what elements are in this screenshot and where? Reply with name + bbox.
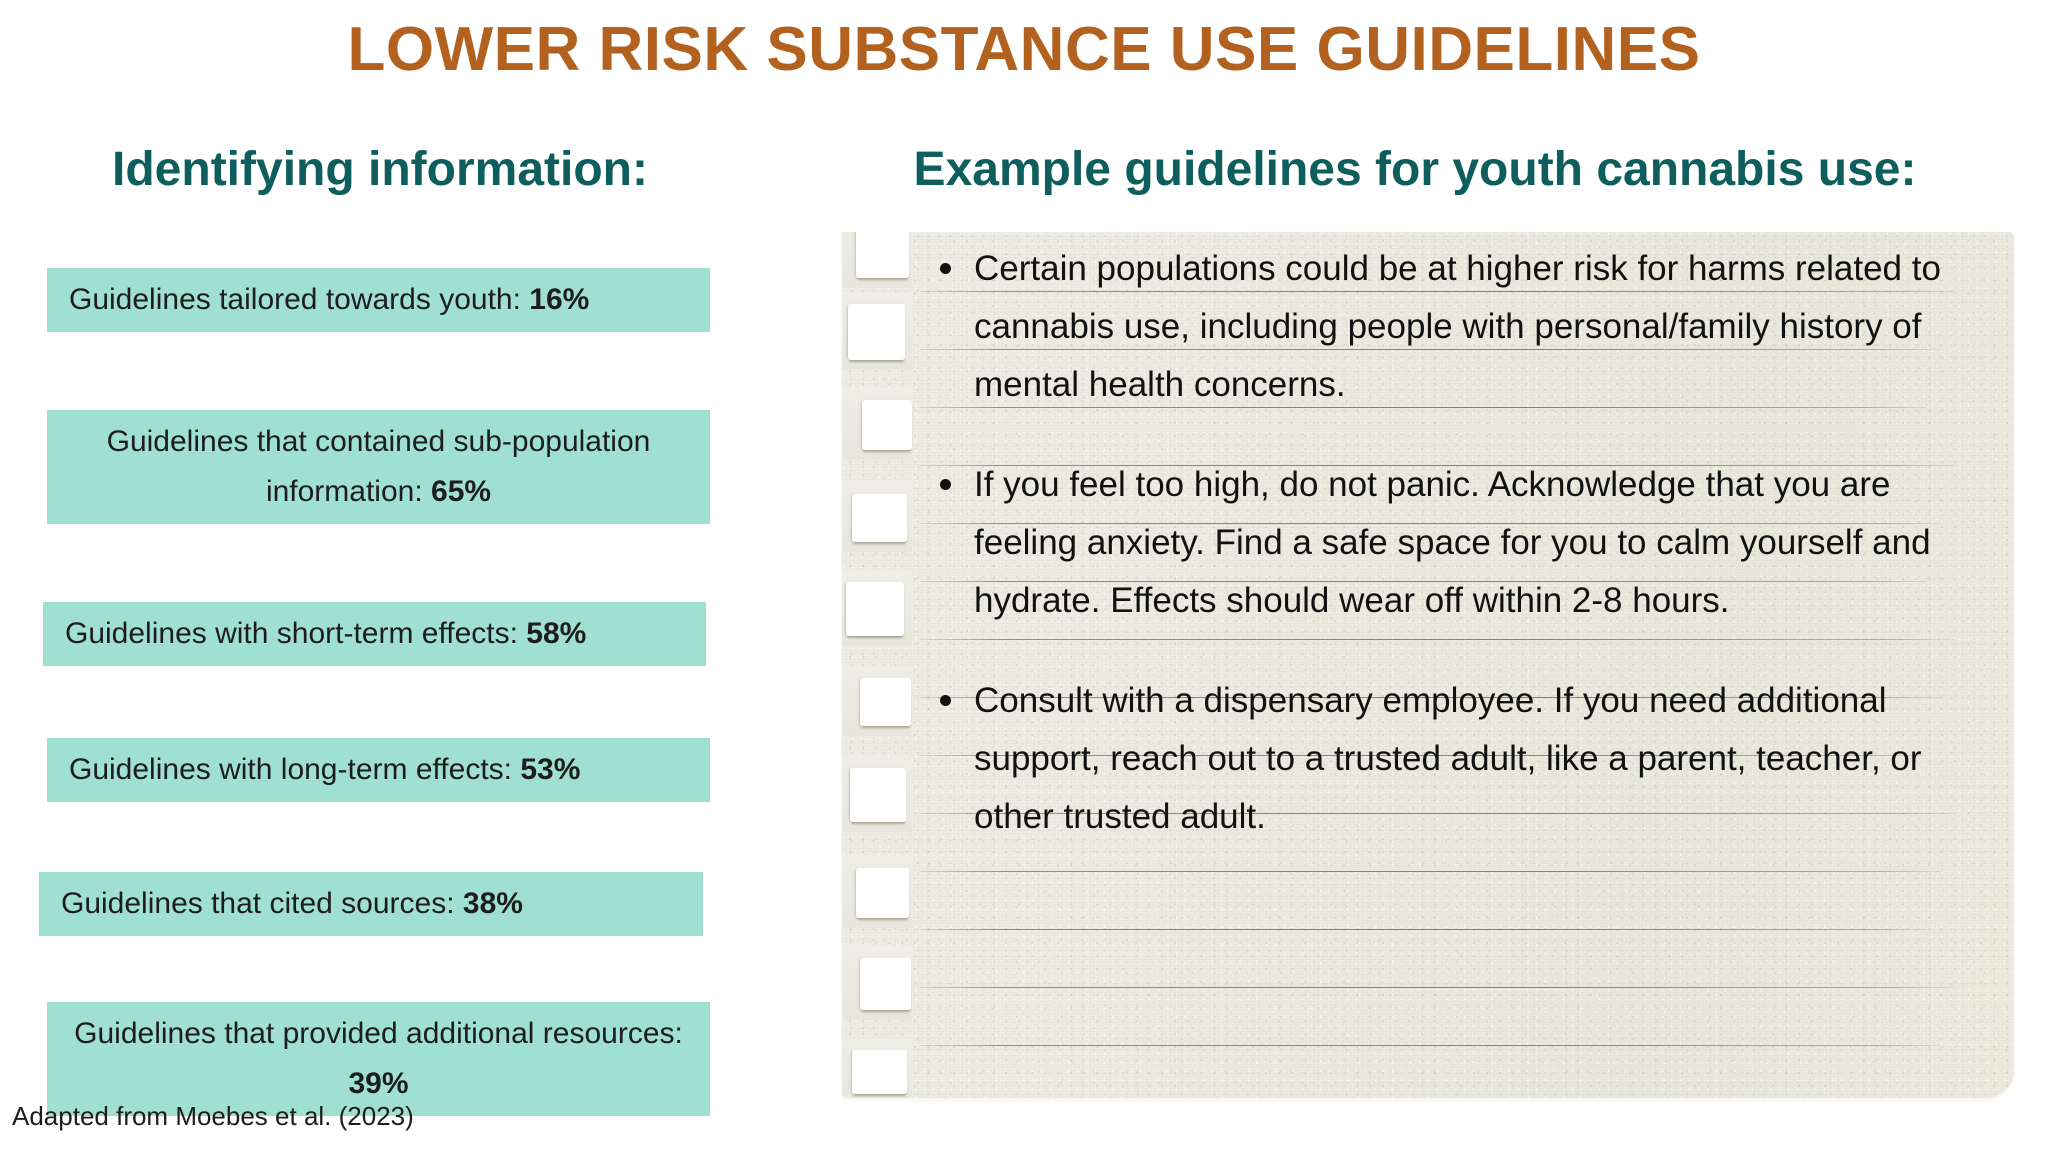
stat-bar-label: Guidelines that contained sub-population… [106,425,651,508]
notepad-bullet-list: Certain populations could be at higher r… [930,240,1970,846]
notepad-graphic: Certain populations could be at higher r… [782,232,2014,1098]
bullet-point-icon [940,695,951,706]
stat-bar: Guidelines with long-term effects: 53% [47,738,710,802]
stat-bar-label: Guidelines with long-term effects: [69,753,521,786]
bullet-point-icon [940,263,951,274]
ruled-line [920,929,1926,930]
ruled-line [920,581,1926,582]
source-credit: Adapted from Moebes et al. (2023) [12,1101,414,1131]
ruled-line [920,813,1954,814]
stat-bar-value: 58% [526,617,587,650]
punch-hole [856,868,909,918]
stat-bar-label: Guidelines with short-term effects: [65,617,527,650]
ruled-line [920,291,1954,292]
punch-hole [860,678,911,726]
notepad-bullet-text: If you feel too high, do not panic. Ackn… [974,465,1931,620]
stat-bar: Guidelines with short-term effects: 58% [43,602,706,666]
stat-bar: Guidelines that provided additional reso… [47,1002,710,1116]
punch-hole [860,958,911,1010]
stat-bar-value: 65% [431,475,492,508]
punch-hole [850,768,906,822]
stat-bar-value: 53% [520,753,581,786]
torn-spiral-edge [842,232,920,1098]
notepad-bullet-item: Certain populations could be at higher r… [930,240,1970,414]
ruled-line [920,639,1954,640]
stat-bar: Guidelines that cited sources: 38% [39,872,703,936]
notepad-bullet-text: Consult with a dispensary employee. If y… [974,681,1922,836]
ruled-line [920,407,1926,408]
punch-hole [852,1050,907,1094]
ruled-line [920,523,1940,524]
notepad-bullet-item: If you feel too high, do not panic. Ackn… [930,456,1970,630]
left-column-heading: Identifying information: [112,143,648,196]
stat-bar-value: 39% [348,1067,409,1100]
stat-bar-label: Guidelines that provided additional reso… [74,1017,683,1050]
stat-bar-value: 16% [529,283,590,316]
stat-bar-label: Guidelines tailored towards youth: [69,283,530,316]
stat-bar-text: Guidelines tailored towards youth: 16% [61,275,696,325]
ruled-line [920,987,1954,988]
stat-bar: Guidelines tailored towards youth: 16% [47,268,710,332]
stat-bar-text: Guidelines that provided additional reso… [61,1009,696,1109]
ruled-line [920,871,1940,872]
ruled-line [920,755,1926,756]
stat-bar-value: 38% [462,887,523,920]
page-title: LOWER RISK SUBSTANCE USE GUIDELINES [347,15,1701,84]
notepad-bullet-item: Consult with a dispensary employee. If y… [930,672,1970,846]
punch-hole [852,494,907,542]
ruled-line [920,349,1940,350]
ruled-line [920,465,1954,466]
stat-bar-label: Guidelines that cited sources: [61,887,463,920]
stat-bar-text: Guidelines with short-term effects: 58% [57,609,692,659]
stat-bar-text: Guidelines with long-term effects: 53% [61,745,696,795]
ruled-line [920,1045,1940,1046]
punch-hole [856,232,909,278]
punch-hole [846,582,904,636]
punch-hole [848,304,905,360]
bullet-point-icon [940,479,951,490]
stat-bar-text: Guidelines that contained sub-population… [61,417,696,517]
notepad-paper-sheet: Certain populations could be at higher r… [842,232,2014,1098]
stat-bar-list: Guidelines tailored towards youth: 16% Gu… [0,0,770,1152]
stat-bar: Guidelines that contained sub-population… [47,410,710,524]
ruled-line [920,697,1940,698]
stat-bar-text: Guidelines that cited sources: 38% [53,879,689,929]
punch-hole [862,400,912,450]
right-column-heading: Example guidelines for youth cannabis us… [913,143,1917,196]
notepad-bullet-text: Certain populations could be at higher r… [974,249,1941,404]
